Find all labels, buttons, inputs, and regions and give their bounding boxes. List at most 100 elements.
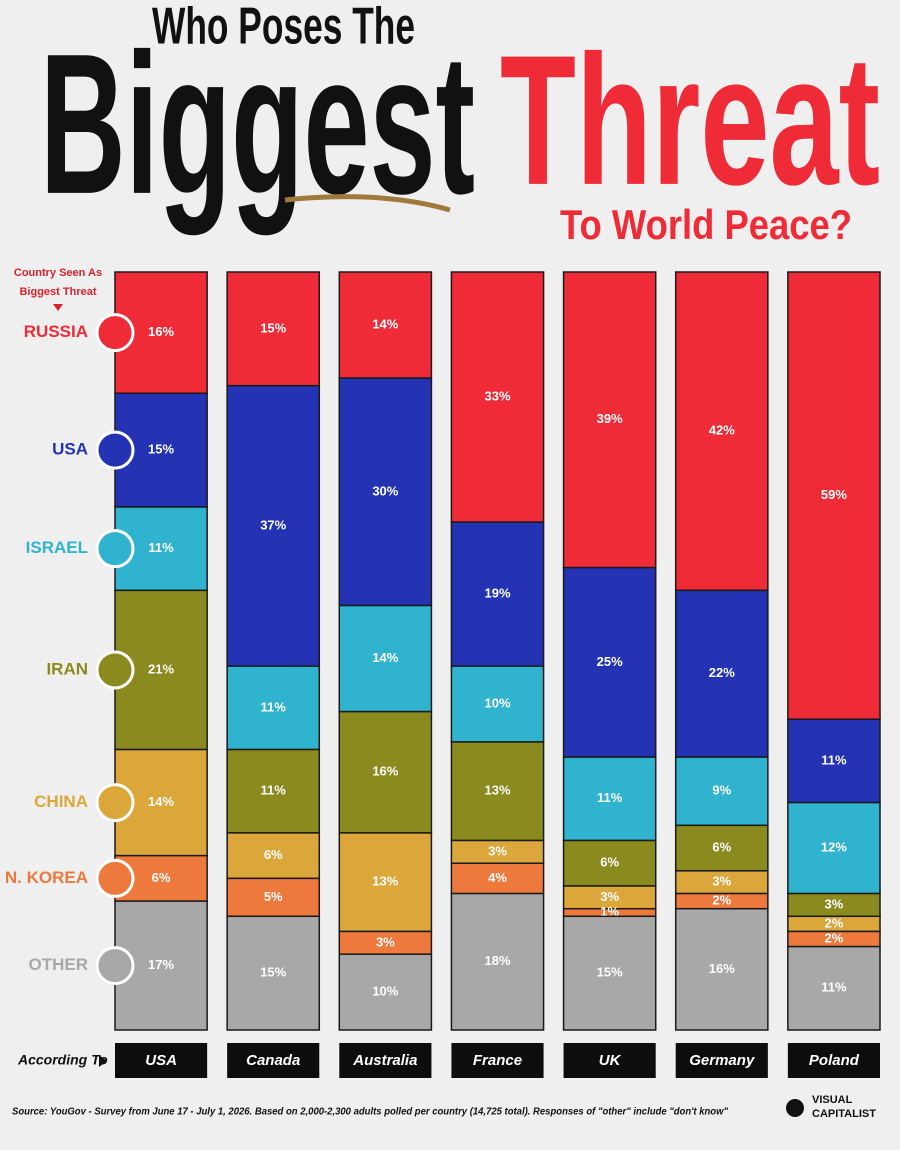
flag-icon (95, 650, 135, 690)
value-label: 3% (712, 874, 731, 889)
bar-segment (338, 271, 433, 379)
value-label: 1% (600, 904, 619, 919)
legend-title: Biggest Threat (19, 286, 96, 298)
legend-title: Country Seen As (14, 267, 102, 279)
value-label: 4% (488, 870, 507, 885)
value-label: 9% (712, 783, 731, 798)
title-accent: Threat (500, 18, 880, 224)
value-label: 21% (148, 661, 174, 676)
bar-segment (226, 832, 321, 880)
bar-segment (787, 801, 881, 895)
value-label: 15% (597, 965, 623, 980)
value-label: 19% (484, 586, 510, 601)
brand: VISUAL (812, 1094, 853, 1106)
value-label: 12% (821, 840, 847, 855)
value-label: 18% (484, 953, 510, 968)
x-tick-label: Germany (689, 1052, 755, 1069)
bar-segment (674, 907, 769, 1031)
value-label: 16% (372, 764, 398, 779)
source: Source: YouGov - Survey from June 17 - J… (12, 1107, 728, 1118)
value-label: 5% (264, 889, 283, 904)
flag-icon (95, 430, 135, 470)
series-label: OTHER (29, 955, 89, 974)
value-label: 22% (709, 665, 735, 680)
category-box (563, 1043, 656, 1078)
value-label: 10% (372, 984, 398, 999)
value-label: 6% (152, 870, 171, 885)
legend-arrow (53, 304, 63, 311)
brand: CAPITALIST (812, 1108, 876, 1120)
series-label: RUSSIA (24, 322, 88, 341)
value-label: 25% (597, 654, 623, 669)
x-tick-label: UK (599, 1052, 622, 1069)
bar-segment (226, 915, 321, 1031)
value-label: 15% (148, 442, 174, 457)
bar-segment (226, 748, 321, 834)
value-label: 14% (148, 794, 174, 809)
value-label: 6% (712, 840, 731, 855)
value-label: 2% (712, 893, 731, 908)
x-tick-label: Poland (809, 1052, 860, 1069)
value-label: 11% (261, 783, 287, 798)
value-label: 33% (484, 389, 510, 404)
value-label: 37% (260, 517, 286, 532)
value-label: 11% (821, 980, 847, 995)
x-axis-label: According To (17, 1052, 108, 1068)
bar-segment (338, 604, 433, 713)
title-sub: To World Peace? (560, 201, 852, 248)
bar-segment (450, 741, 545, 842)
bar-segment (338, 832, 433, 933)
title-top: Who Poses The (152, 0, 415, 56)
category-box (451, 1043, 544, 1078)
x-label-arrow (99, 1055, 107, 1067)
category-box (115, 1043, 208, 1078)
value-label: 2% (825, 915, 844, 930)
value-label: 6% (264, 847, 283, 862)
bar-segment (787, 945, 881, 1031)
value-label: 3% (376, 934, 395, 949)
series-label: CHINA (34, 792, 88, 811)
series-label: ISRAEL (26, 538, 88, 557)
series-label: IRAN (46, 659, 88, 678)
value-label: 16% (709, 961, 735, 976)
flag-icon (95, 313, 135, 353)
bar-segment (562, 271, 657, 569)
value-label: 30% (372, 483, 398, 498)
bar-segment (338, 710, 433, 834)
x-tick-label: Canada (246, 1052, 300, 1069)
value-label: 16% (148, 324, 174, 339)
value-label: 11% (261, 699, 287, 714)
bar-segment (562, 756, 657, 842)
bar-segment (450, 892, 545, 1031)
category-box (675, 1043, 768, 1078)
flag-icon (95, 529, 135, 569)
value-label: 10% (484, 695, 510, 710)
value-label: 3% (600, 889, 619, 904)
bar-segment (562, 915, 657, 1031)
value-label: 6% (600, 855, 619, 870)
bar-segment (338, 953, 433, 1031)
flag-icon (95, 946, 135, 986)
value-label: 59% (821, 487, 847, 502)
value-label: 39% (597, 411, 623, 426)
value-label: 13% (484, 783, 510, 798)
bar-segment (787, 271, 881, 720)
value-label: 3% (488, 843, 507, 858)
series-label: USA (52, 440, 88, 459)
value-label: 2% (825, 930, 844, 945)
x-tick-label: Australia (352, 1052, 417, 1069)
bar-segment (226, 271, 321, 387)
category-box (227, 1043, 320, 1078)
flag-icon (95, 783, 135, 823)
brand-logo (786, 1099, 804, 1117)
bar-segment (450, 862, 545, 895)
flag-icon (95, 858, 135, 898)
bar-segment (450, 271, 545, 523)
value-label: 15% (260, 965, 286, 980)
value-label: 3% (825, 896, 844, 911)
bar-segment (338, 377, 433, 607)
category-box (339, 1043, 432, 1078)
fuse-decoration (284, 194, 451, 213)
value-label: 15% (260, 320, 286, 335)
